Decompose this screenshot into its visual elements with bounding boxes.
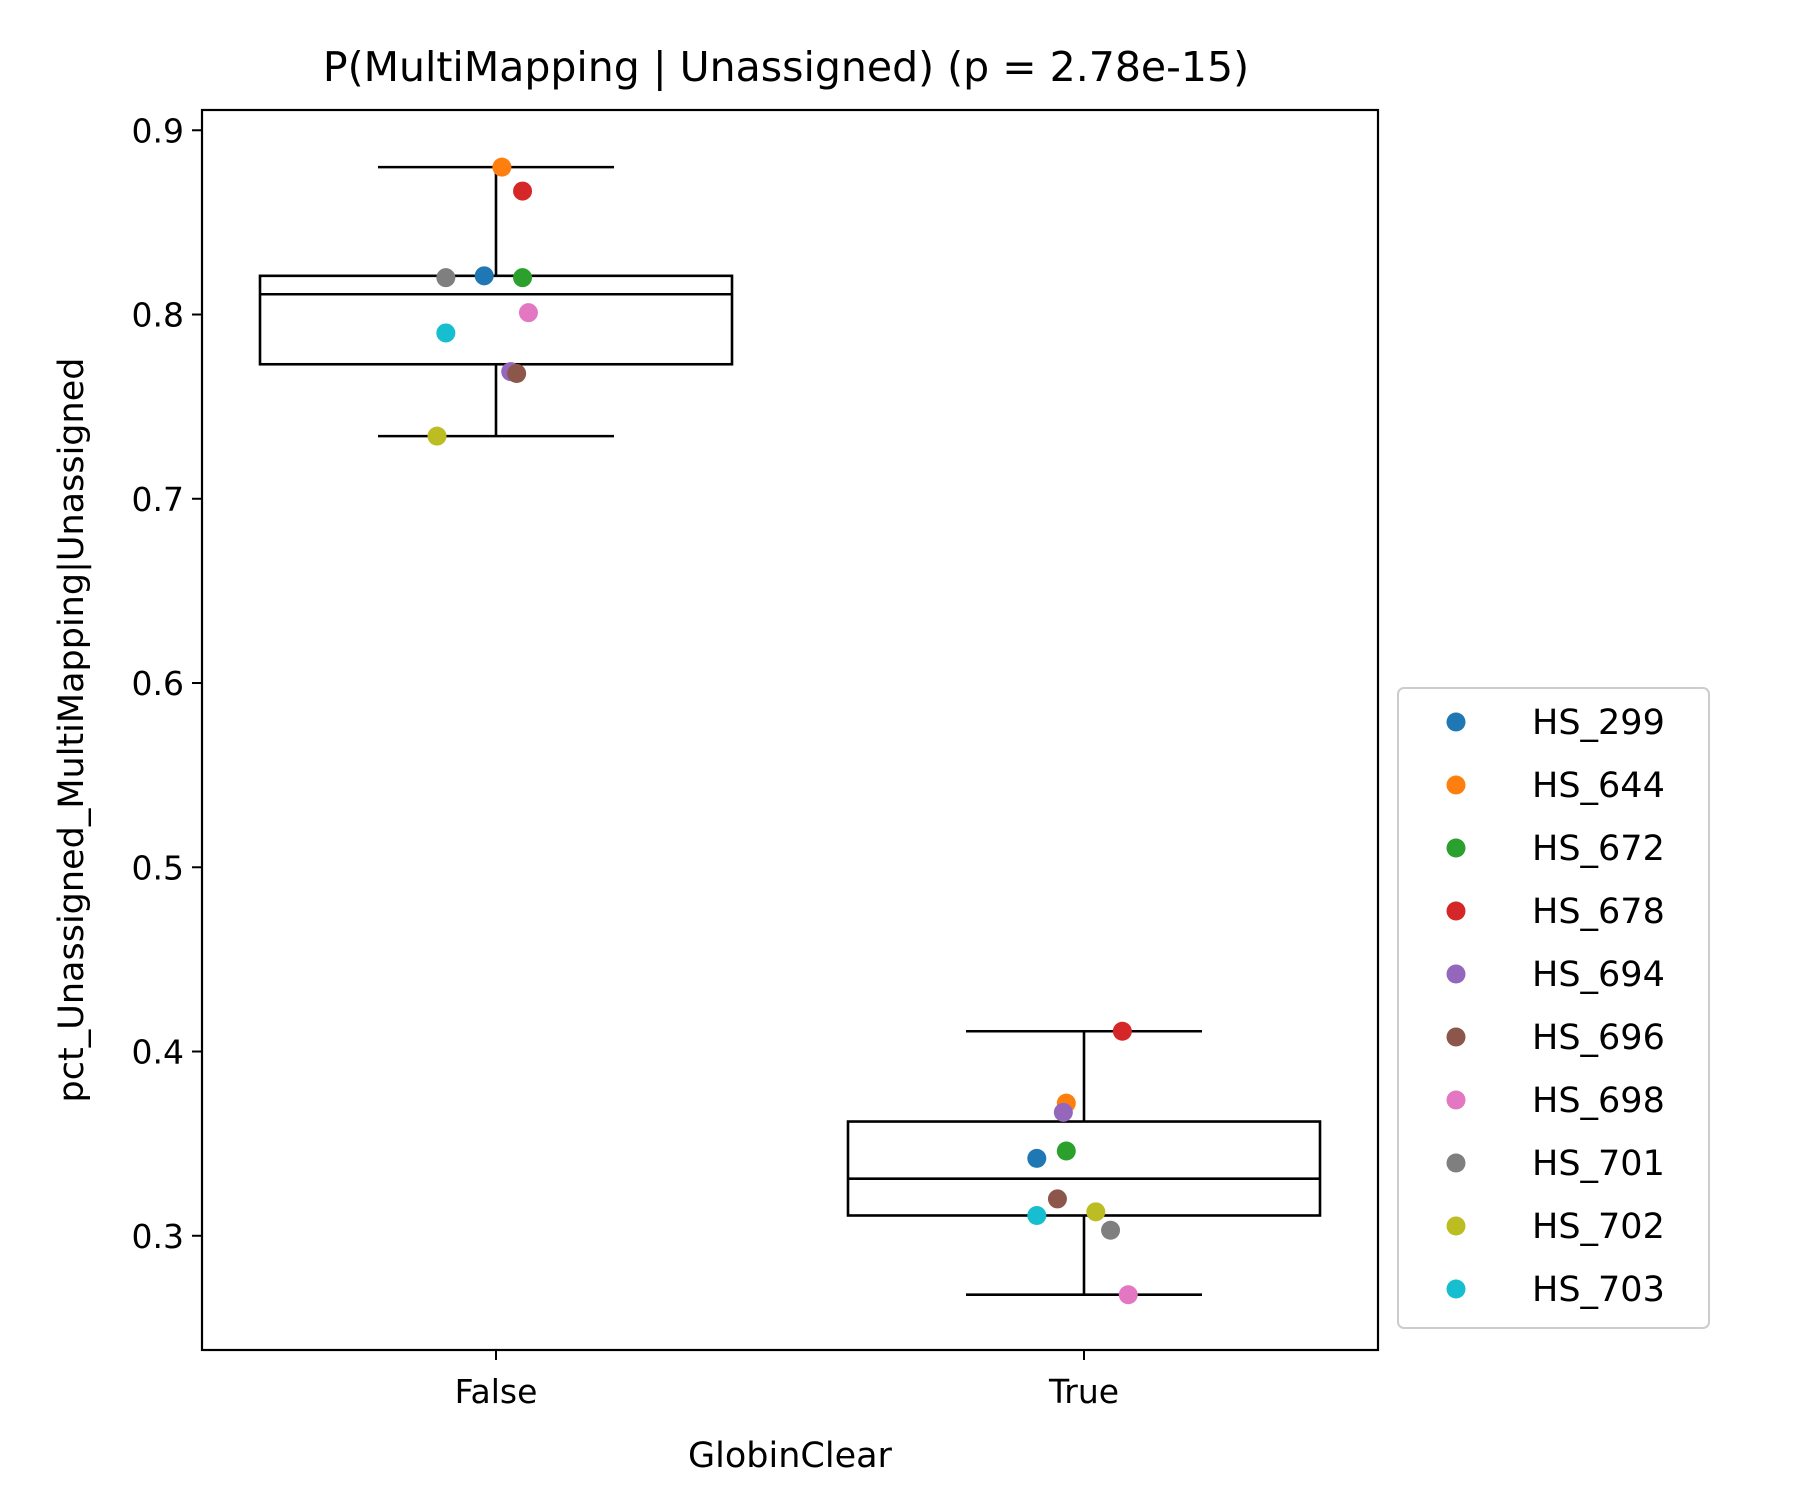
legend-marker: [1446, 1090, 1466, 1110]
legend: HS_299 HS_644 HS_672 HS_678 HS_694 HS_696 HS_6…: [1397, 687, 1710, 1329]
legend-marker: [1446, 838, 1466, 858]
y-tick-label: 0.5: [132, 848, 184, 887]
point-hs-702: [1086, 1202, 1106, 1222]
y-tick-label: 0.8: [132, 296, 184, 335]
y-tick-label: 0.4: [132, 1033, 184, 1072]
legend-label: HS_678: [1532, 892, 1665, 932]
legend-label: HS_672: [1532, 829, 1665, 869]
legend-marker: [1446, 775, 1466, 795]
legend-marker: [1446, 964, 1466, 984]
x-axis: False True: [455, 1350, 1119, 1411]
y-tick-label: 0.6: [132, 664, 184, 703]
legend-marker: [1446, 1279, 1466, 1299]
box-iqr: [846, 1120, 1322, 1217]
point-hs-644: [492, 157, 512, 177]
legend-label: HS_644: [1532, 766, 1665, 806]
point-hs-698: [1118, 1285, 1138, 1305]
y-tick-label: 0.9: [132, 111, 184, 150]
point-hs-703: [436, 323, 456, 343]
legend-label: HS_694: [1532, 955, 1665, 995]
point-hs-702: [427, 426, 447, 446]
legend-label: HS_696: [1532, 1018, 1665, 1058]
legend-marker: [1446, 712, 1466, 732]
point-hs-299: [474, 266, 494, 286]
boxplot-true: [846, 1029, 1322, 1297]
legend-frame: [1397, 687, 1710, 1329]
y-tick-label: 0.7: [132, 480, 184, 519]
x-tick-label: False: [455, 1372, 538, 1411]
x-tick-label: True: [1048, 1372, 1119, 1411]
point-hs-694: [1053, 1102, 1073, 1122]
point-hs-672: [1056, 1141, 1076, 1161]
chart-title: P(MultiMapping | Unassigned) (p = 2.78e-…: [323, 43, 1249, 91]
point-hs-696: [507, 363, 527, 383]
legend-label: HS_703: [1532, 1270, 1665, 1310]
point-hs-698: [518, 303, 538, 323]
legend-label: HS_701: [1532, 1144, 1665, 1184]
legend-marker: [1446, 901, 1466, 921]
point-hs-701: [436, 268, 456, 288]
legend-marker: [1446, 1027, 1466, 1047]
legend-label: HS_698: [1532, 1081, 1665, 1121]
y-tick-label: 0.3: [132, 1217, 184, 1256]
point-hs-678: [513, 181, 533, 201]
legend-label: HS_702: [1532, 1207, 1665, 1247]
point-hs-703: [1027, 1205, 1047, 1225]
point-hs-678: [1112, 1021, 1132, 1041]
legend-marker: [1446, 1153, 1466, 1173]
y-axis-label: pct_Unassigned_MultiMapping|Unassigned: [52, 358, 92, 1103]
plot-layer: [258, 157, 1322, 1305]
y-axis: 0.9 0.8 0.7 0.6 0.5 0.4 0.3: [132, 111, 202, 1256]
plot-frame: [200, 108, 1380, 1352]
point-hs-299: [1027, 1148, 1047, 1168]
x-axis-label: GlobinClear: [688, 1436, 893, 1476]
box-iqr: [258, 274, 734, 366]
legend-items: HS_299 HS_644 HS_672 HS_678 HS_694 HS_696 HS_6…: [1446, 703, 1665, 1310]
legend-marker: [1446, 1216, 1466, 1236]
point-hs-696: [1047, 1189, 1067, 1209]
point-hs-672: [513, 268, 533, 288]
legend-label: HS_299: [1532, 703, 1665, 743]
point-hs-701: [1101, 1220, 1121, 1240]
